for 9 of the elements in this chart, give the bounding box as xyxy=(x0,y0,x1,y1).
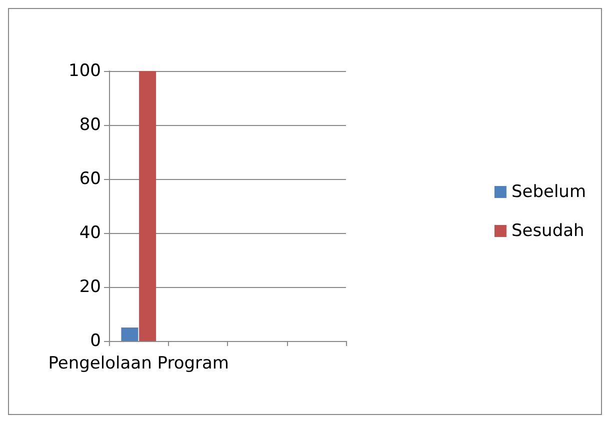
legend-label: Sesudah xyxy=(511,221,584,241)
x-tick-label: Pengelolaan Program xyxy=(48,354,229,374)
y-tick-label: 80 xyxy=(79,115,101,135)
y-tick-label: 20 xyxy=(79,277,101,297)
y-tick-label: 60 xyxy=(79,169,101,189)
y-tick-label: 0 xyxy=(90,331,101,351)
y-tick-label: 40 xyxy=(79,223,101,243)
y-tick-label: 100 xyxy=(68,61,101,81)
legend-label: Sebelum xyxy=(511,182,586,202)
